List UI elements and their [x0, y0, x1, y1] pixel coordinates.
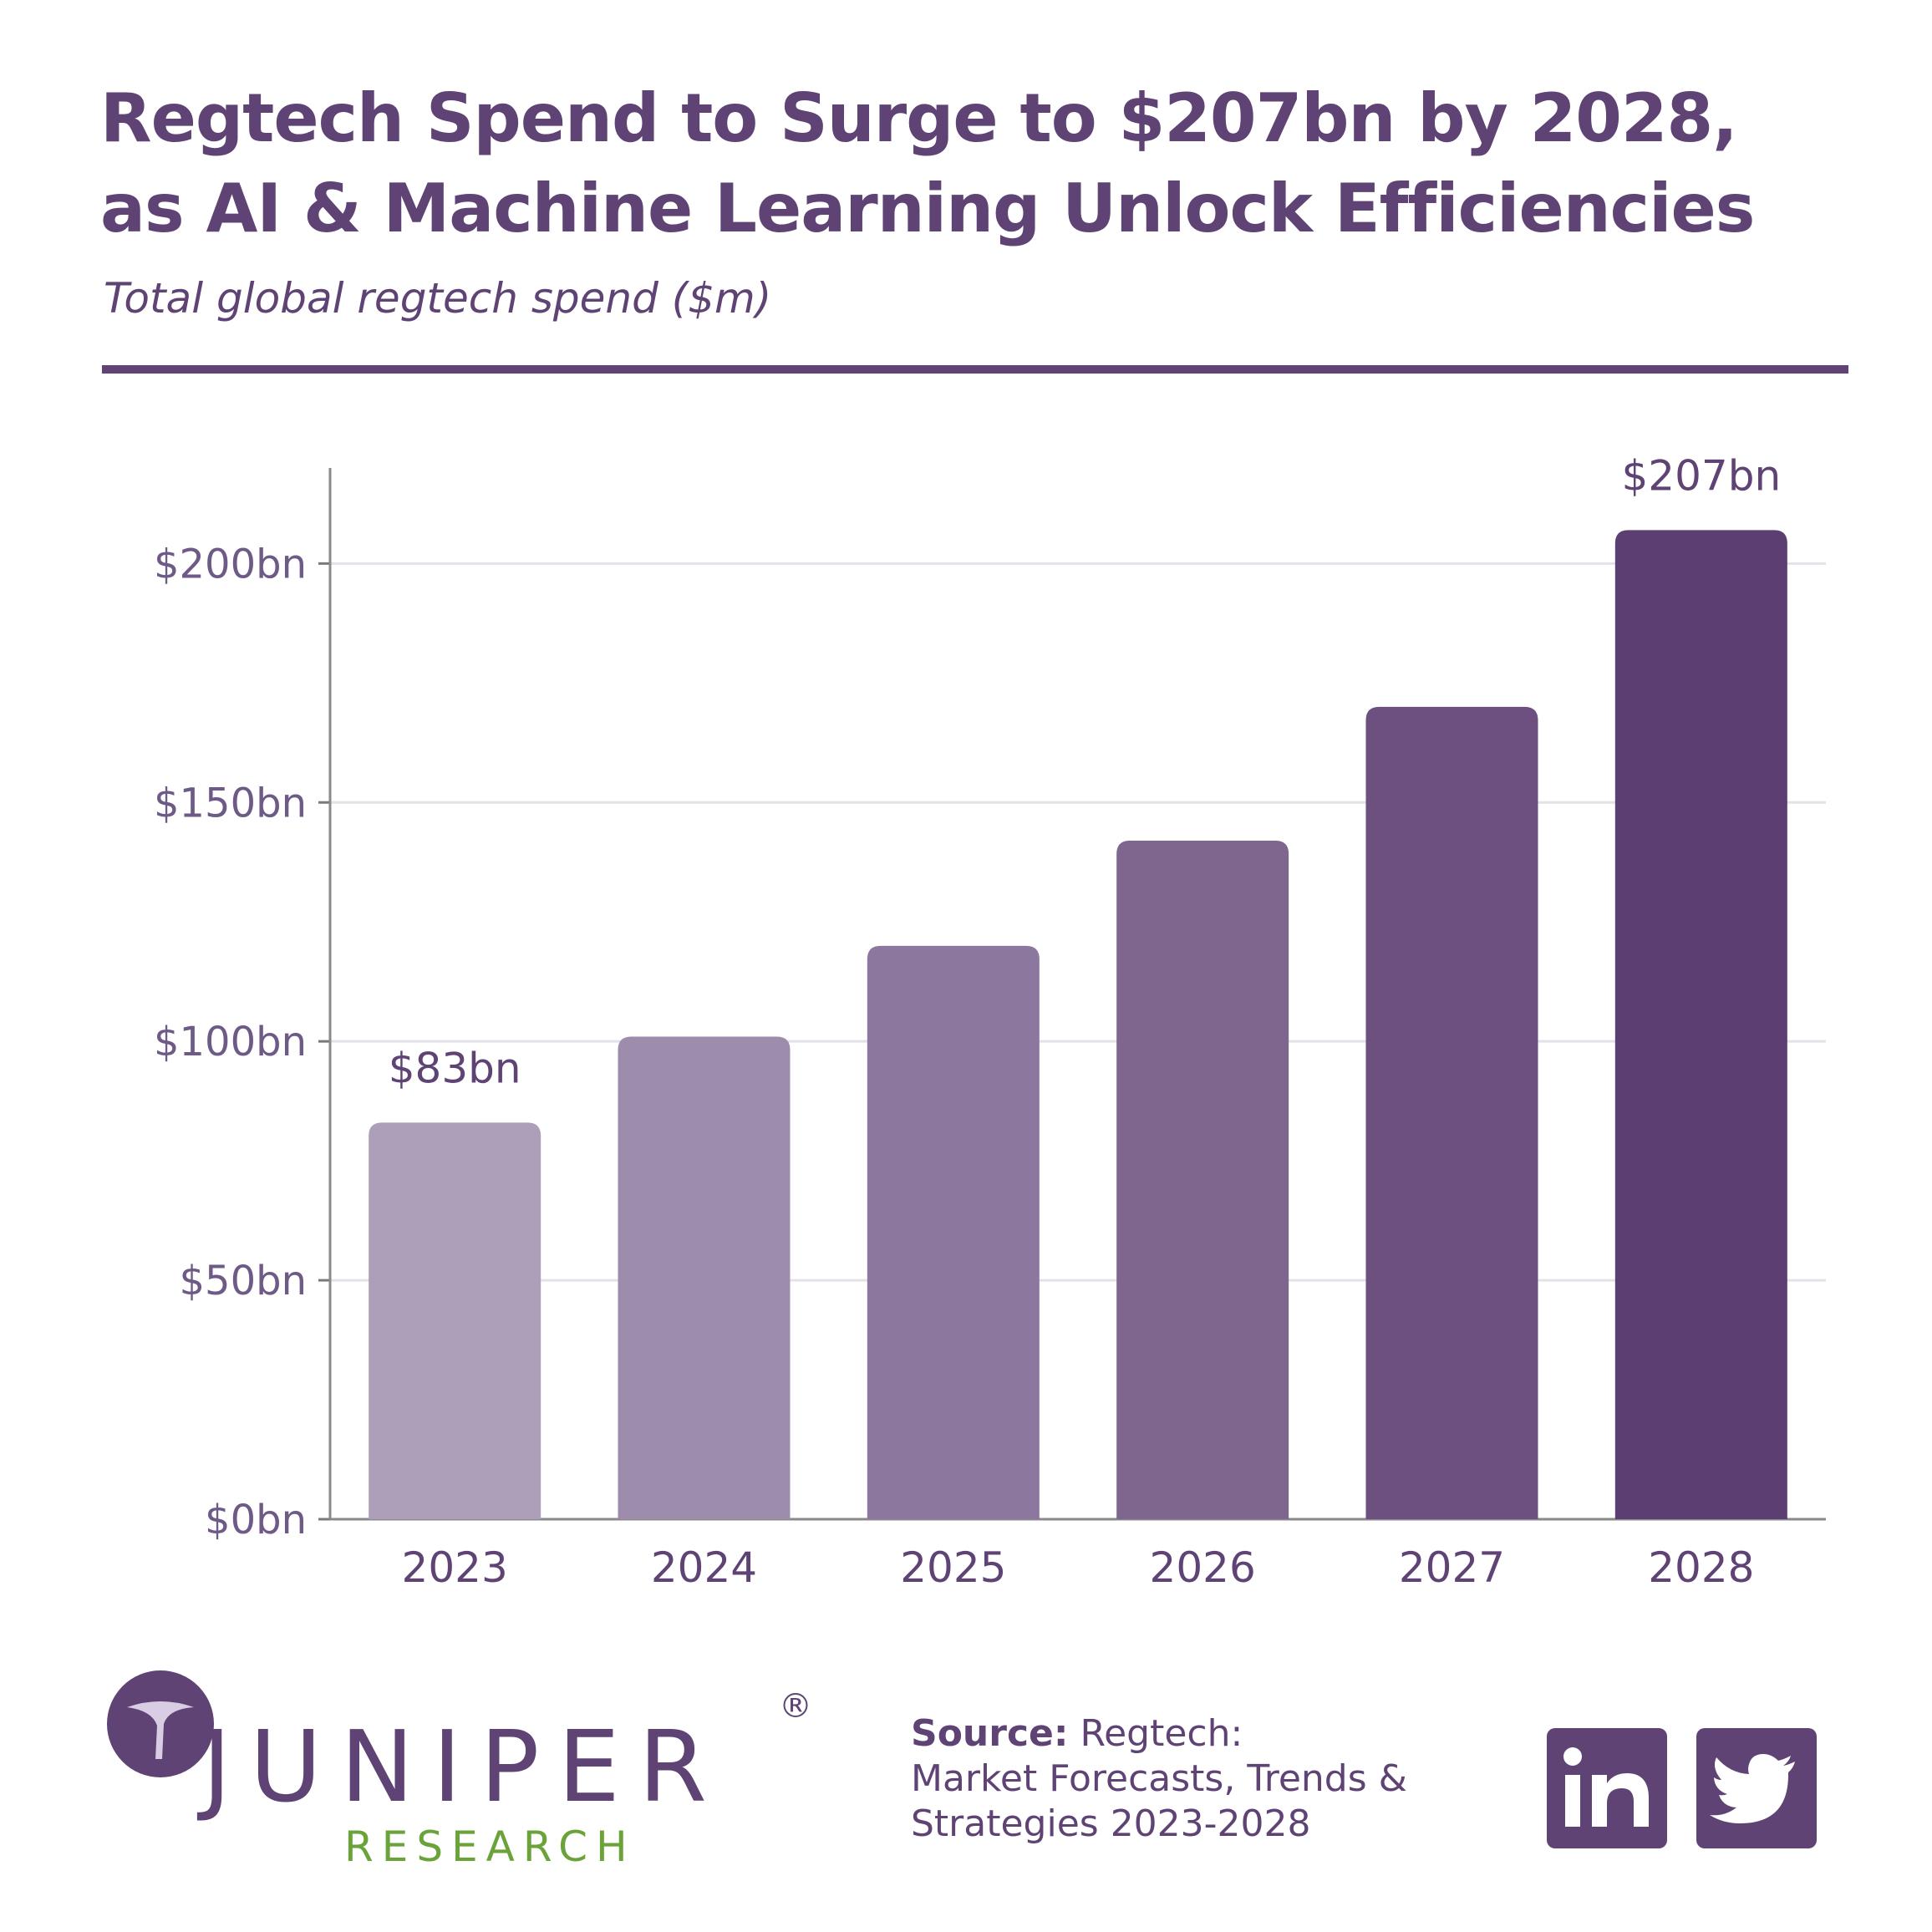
x-tick-label: 2024 — [651, 1543, 757, 1592]
source-note: Source: Regtech: Market Forecasts, Trend… — [911, 1711, 1407, 1847]
logo-t-mark — [127, 1701, 194, 1759]
bar-2028 — [1614, 530, 1787, 1519]
chart-subtitle: Total global regtech spend ($m) — [104, 274, 772, 323]
bar-2025 — [867, 945, 1040, 1519]
linkedin-icon[interactable] — [1547, 1728, 1667, 1848]
x-tick-label: 2028 — [1648, 1543, 1754, 1592]
source-line-3: Strategies 2023-2028 — [911, 1802, 1311, 1845]
y-tick-label: $100bn — [154, 1019, 307, 1065]
logo-registered-mark: ® — [779, 1687, 812, 1726]
grid-lines — [330, 562, 1826, 1282]
x-tick-label: 2026 — [1150, 1543, 1256, 1592]
logo-sub-word: RESEARCH — [344, 1823, 636, 1868]
x-tick-label: 2025 — [900, 1543, 1006, 1592]
source-label: Source: — [911, 1712, 1069, 1755]
data-label-2028: $207bn — [1621, 451, 1781, 500]
x-tick-label: 2027 — [1399, 1543, 1505, 1592]
x-axis-labels: 2023 2024 2025 2026 2027 2028 — [402, 1543, 1755, 1592]
data-label-2023: $83bn — [389, 1044, 521, 1092]
y-tick-label: $200bn — [154, 541, 307, 587]
title-divider — [102, 365, 1848, 374]
bar-chart: $0bn $50bn $100bn $150bn $200bn 2023 2024 2025… — [154, 451, 1826, 1592]
juniper-research-logo: JUNIPER ® RESEARCH — [107, 1670, 812, 1868]
y-tick-label: $50bn — [179, 1258, 307, 1304]
y-tick-label: $0bn — [205, 1497, 307, 1543]
twitter-icon[interactable] — [1696, 1728, 1817, 1848]
title-line-1: Regtech Spend to Surge to $207bn by 2028… — [100, 79, 1738, 157]
x-tick-label: 2023 — [402, 1543, 508, 1592]
source-line-2: Market Forecasts, Trends & — [911, 1757, 1407, 1800]
title-line-2: as AI & Machine Learning Unlock Efficien… — [100, 170, 1755, 247]
logo-word: JUNIPER — [196, 1709, 725, 1824]
bar-2023 — [369, 1122, 541, 1519]
bars — [369, 530, 1787, 1519]
source-line-1: Regtech: — [1080, 1712, 1243, 1755]
chart-title: Regtech Spend to Surge to $207bn by 2028… — [100, 74, 1872, 254]
y-tick-label: $150bn — [154, 780, 307, 826]
data-labels: $83bn $207bn — [389, 451, 1781, 1092]
bar-2027 — [1365, 706, 1538, 1519]
bar-2024 — [618, 1036, 791, 1519]
y-axis: $0bn $50bn $100bn $150bn $200bn — [154, 468, 1826, 1543]
bar-2026 — [1116, 841, 1289, 1519]
